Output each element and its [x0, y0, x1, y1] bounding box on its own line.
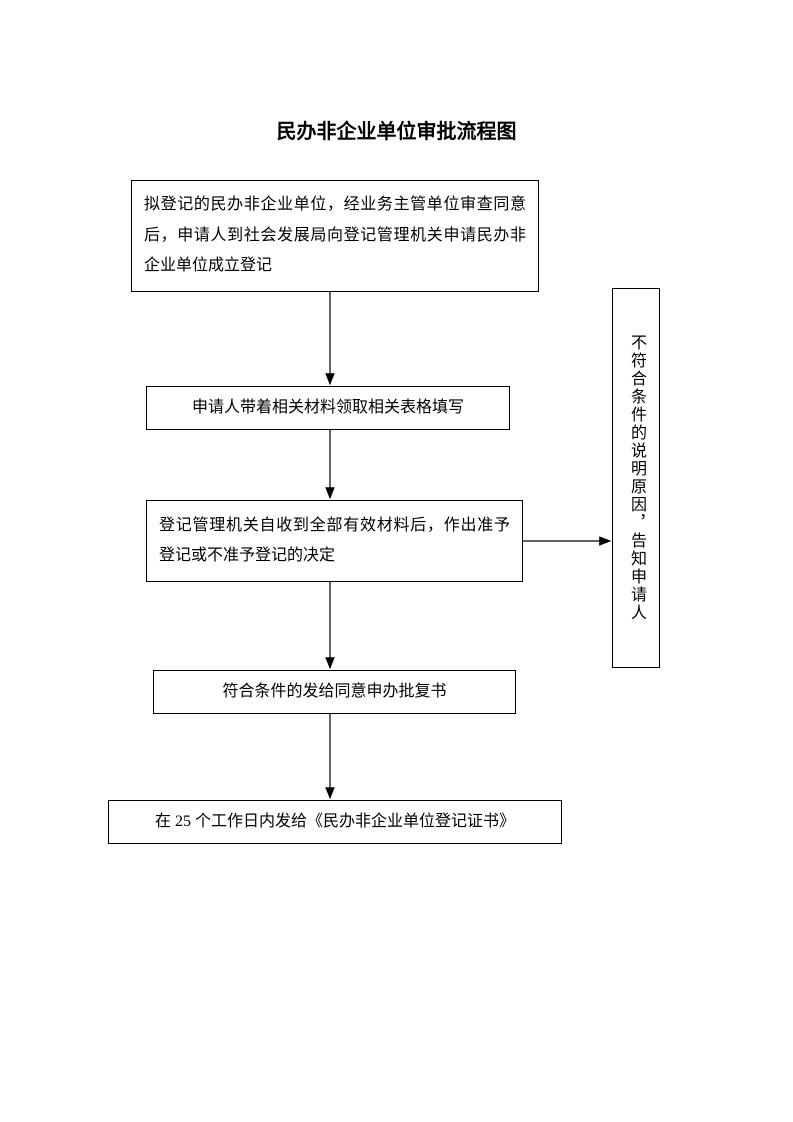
flow-arrow	[0, 0, 793, 1122]
